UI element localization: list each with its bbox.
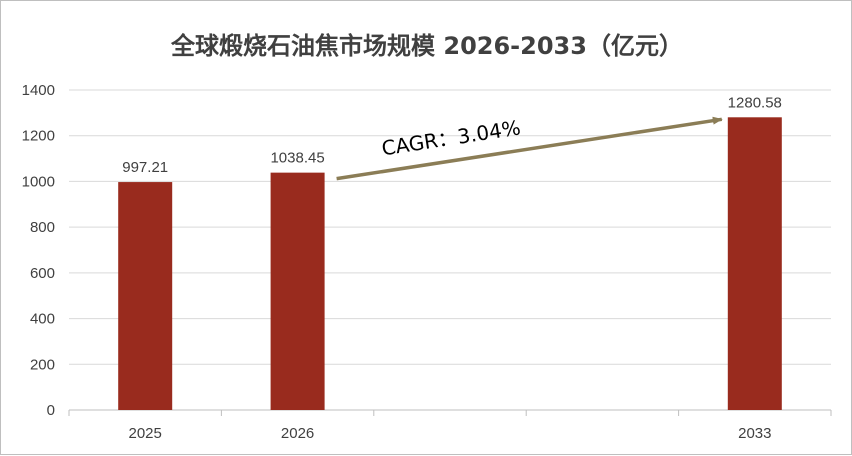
bar-2025 [118,182,173,410]
y-tick-label: 600 [30,265,55,282]
y-tick-label: 1000 [22,173,55,190]
x-axis-tick-labels: 2025 2026 2033 [129,425,772,442]
chart-title: 全球煅烧石油焦市场规模 2026-2033（亿元） [170,32,683,60]
bar-2033 [727,117,782,411]
y-tick-label: 1400 [22,82,55,99]
y-tick-label: 800 [30,219,55,236]
bars [118,117,782,411]
y-tick-label: 400 [30,311,55,328]
y-tick-label: 0 [47,402,55,419]
y-tick-label: 1200 [22,128,55,145]
cagr-arrow [336,116,723,181]
data-label-2033: 1280.58 [728,94,782,111]
cagr-annotation: CAGR：3.04% [336,115,723,181]
gridlines [68,89,832,416]
bar-2026 [270,172,325,410]
data-label-2026: 1038.45 [270,150,324,167]
y-axis-tick-labels: 0 200 400 600 800 1000 1200 1400 [22,82,55,419]
x-tick-label: 2026 [281,425,314,442]
data-labels: 997.21 1038.45 1280.58 [122,94,782,176]
x-tick-label: 2033 [738,425,771,442]
y-tick-label: 200 [30,356,55,373]
data-label-2025: 997.21 [122,159,168,176]
x-tick-label: 2025 [129,425,162,442]
